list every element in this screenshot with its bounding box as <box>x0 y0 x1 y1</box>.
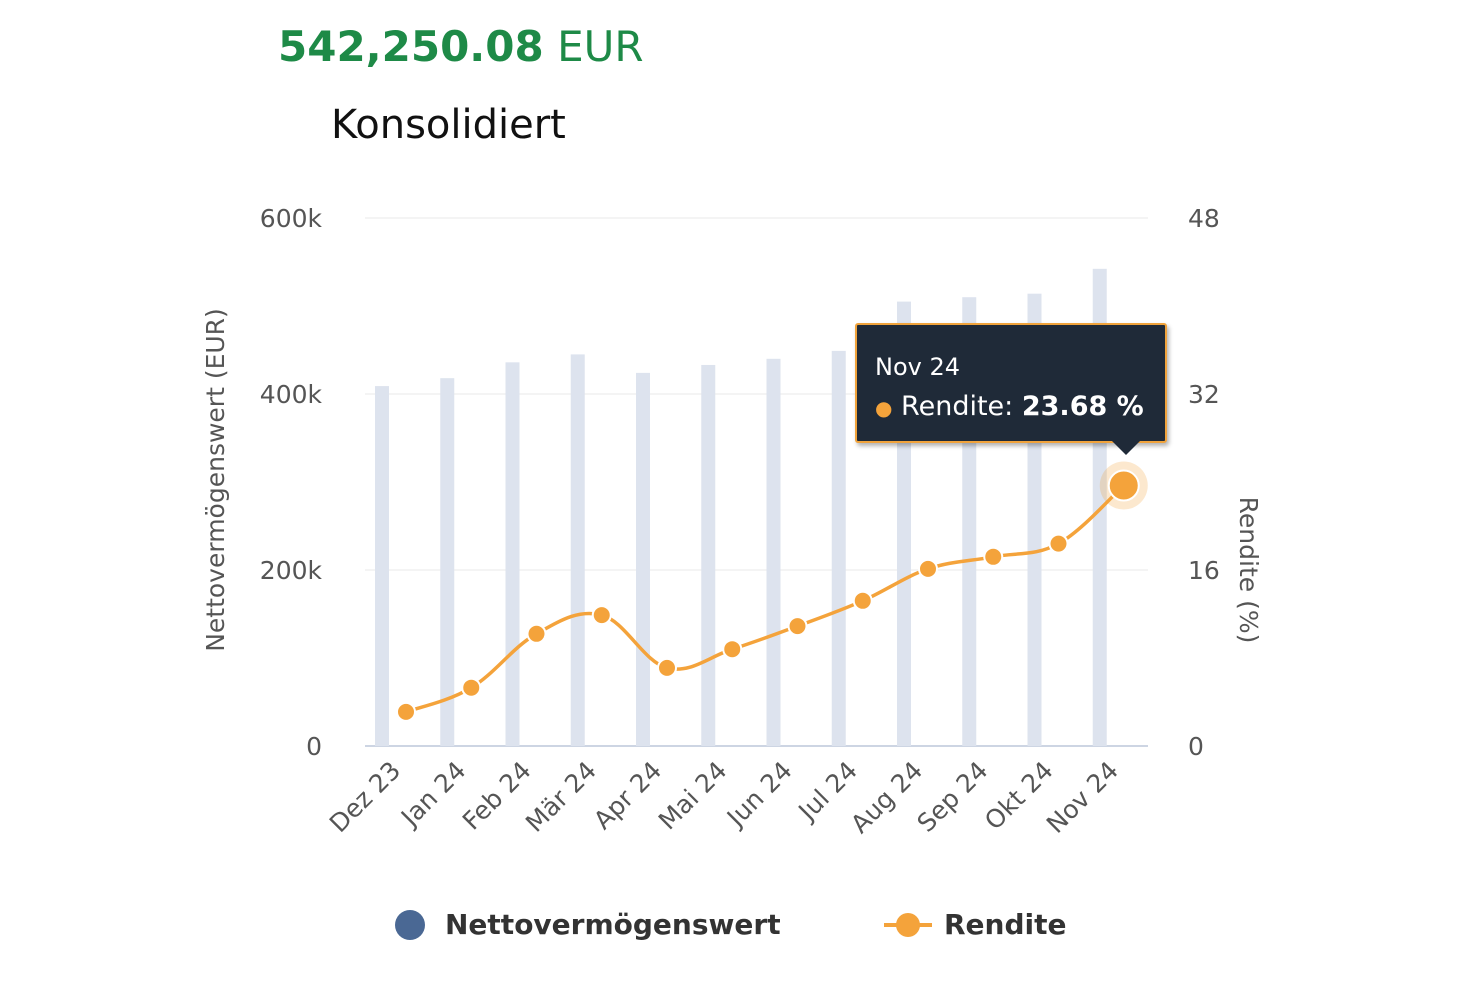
rendite-point <box>1048 533 1069 554</box>
tooltip-category: Nov 24 <box>875 353 961 381</box>
rendite-point <box>657 657 677 678</box>
rendite-point <box>1107 469 1140 502</box>
x-tick: Sep 24 <box>912 756 994 838</box>
y-tick-left: 600k <box>260 204 323 233</box>
bar <box>636 372 650 746</box>
rendite-point <box>983 546 1004 567</box>
x-tick: Apr 24 <box>588 756 667 835</box>
bar <box>701 364 716 746</box>
y-tick-right: 16 <box>1188 556 1220 585</box>
x-tick: Aug 24 <box>845 756 928 839</box>
bar <box>570 354 585 746</box>
page-title: Konsolidiert <box>331 102 566 148</box>
bar <box>505 362 520 746</box>
x-tick: Jun 24 <box>720 756 798 834</box>
rendite-point <box>526 623 547 644</box>
rendite-point <box>461 677 482 698</box>
amount-currency: EUR <box>557 22 644 71</box>
bar <box>375 386 389 746</box>
legend-item-nettovermoegenswert[interactable]: Nettovermögenswert <box>395 908 781 941</box>
bar <box>440 378 455 746</box>
x-tick: Mär 24 <box>520 756 602 838</box>
tooltip-value: 23.68 % <box>1021 391 1144 422</box>
tooltip: Nov 24 ● Rendite: 23.68 % <box>855 323 1167 455</box>
x-tick: Nov 24 <box>1041 756 1124 839</box>
rendite-point <box>918 558 938 579</box>
y-tick-right: 48 <box>1188 204 1220 233</box>
legend-label: Rendite <box>944 908 1067 941</box>
y-tick-right: 32 <box>1188 380 1220 409</box>
y-axis-title-right: Rendite (%) <box>1234 497 1263 644</box>
legend-line-icon <box>884 910 932 940</box>
rendite-point <box>591 605 612 626</box>
rendite-point <box>852 590 873 611</box>
bar <box>831 350 846 746</box>
rendite-line <box>405 484 1125 714</box>
x-tick: Jan 24 <box>394 756 471 833</box>
legend-circle-icon <box>395 909 425 940</box>
x-tick: Mai 24 <box>653 756 733 836</box>
y-axis-title-left: Nettovermögenswert (EUR) <box>201 308 230 652</box>
y-tick-left: 0 <box>306 732 322 761</box>
amount-value: 542,250.08 <box>278 22 544 71</box>
y-tick-right: 0 <box>1188 732 1204 761</box>
legend-item-rendite[interactable]: Rendite <box>884 908 1067 941</box>
rendite-point <box>787 616 808 637</box>
bar <box>766 358 781 746</box>
y-tick-left: 200k <box>260 556 323 585</box>
series-dot-icon: ● <box>875 396 893 420</box>
tooltip-label: Rendite: <box>901 391 1014 422</box>
total-amount: 542,250.08 EUR <box>278 22 644 71</box>
x-tick: Dez 23 <box>324 756 406 838</box>
rendite-point <box>396 701 416 722</box>
legend-label: Nettovermögenswert <box>445 908 781 941</box>
rendite-point <box>722 639 743 660</box>
y-tick-left: 400k <box>260 380 323 409</box>
x-tick: Feb 24 <box>457 756 537 836</box>
